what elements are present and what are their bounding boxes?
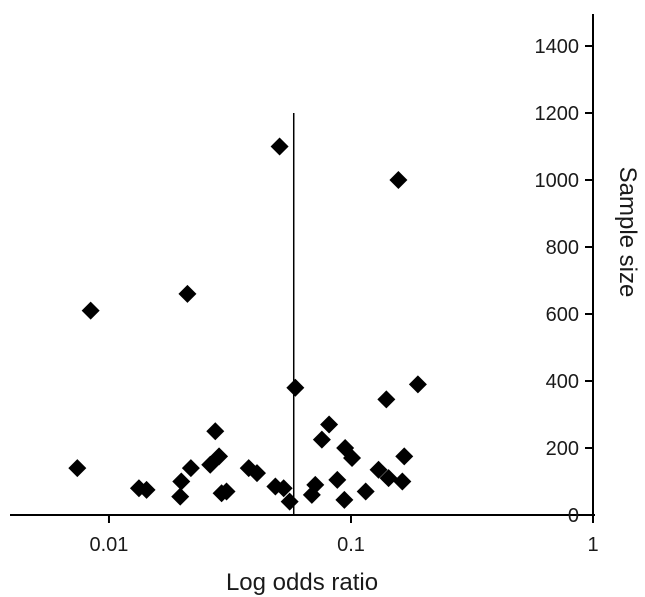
data-point [379, 469, 398, 488]
data-point [393, 472, 412, 491]
y-tick-label: 1000 [535, 170, 580, 192]
data-point [81, 301, 100, 320]
y-tick-label: 0 [568, 505, 579, 527]
y-tick-label: 600 [546, 304, 579, 326]
data-point [369, 460, 388, 479]
data-point [239, 459, 258, 478]
x-tick-label: 1 [587, 534, 598, 556]
y-tick-label: 1400 [535, 36, 580, 58]
data-point [286, 378, 305, 397]
y-tick-label: 1200 [535, 103, 580, 125]
data-point [137, 480, 156, 499]
data-point [217, 482, 236, 501]
data-point [408, 375, 427, 394]
x-tick-label: 0.1 [337, 534, 365, 556]
data-point [210, 447, 229, 466]
data-point [274, 479, 293, 498]
data-point [328, 470, 347, 489]
data-point [178, 284, 197, 303]
data-point [389, 171, 408, 189]
data-point [181, 459, 200, 478]
x-tick-label: 0.01 [90, 534, 129, 556]
data-point [172, 472, 191, 491]
data-point [312, 430, 331, 449]
data-point [280, 492, 299, 511]
data-point [356, 482, 375, 501]
data-point [68, 459, 87, 478]
data-point [343, 449, 362, 468]
data-point [335, 490, 354, 509]
y-tick-label: 400 [546, 371, 579, 393]
data-point [248, 464, 267, 483]
x-axis-title: Log odds ratio [226, 569, 378, 596]
data-point [306, 475, 325, 494]
y-tick-label: 200 [546, 438, 579, 460]
data-point [395, 447, 414, 466]
data-point [206, 422, 225, 441]
data-point [377, 390, 396, 409]
y-tick-label: 800 [546, 237, 579, 259]
data-point [320, 415, 339, 434]
y-axis-title: Sample size [614, 167, 641, 298]
data-point [171, 487, 190, 506]
data-point [270, 137, 289, 156]
